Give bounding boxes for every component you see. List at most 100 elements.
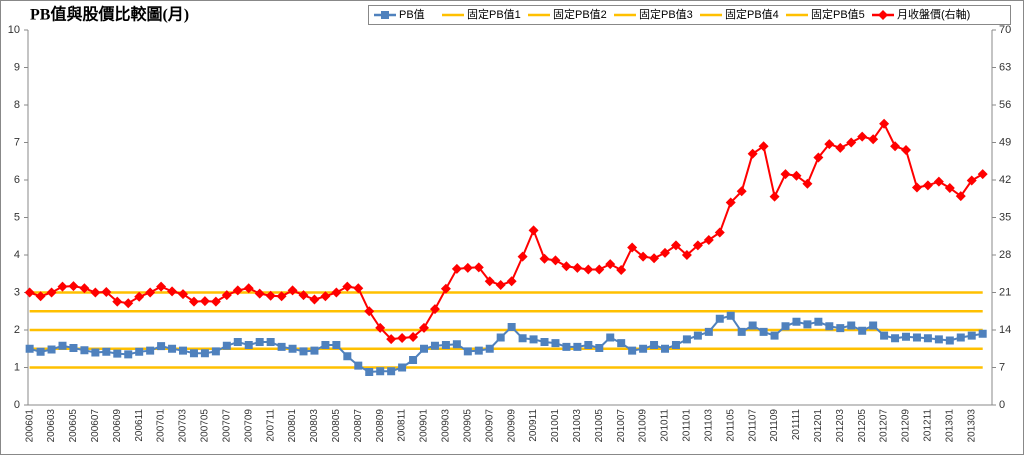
data-point bbox=[134, 291, 145, 302]
data-point bbox=[68, 281, 79, 292]
data-point bbox=[321, 341, 330, 349]
data-point bbox=[200, 349, 209, 358]
data-point bbox=[573, 342, 582, 351]
x-tick-label: 201107 bbox=[747, 409, 758, 442]
x-tick-label: 200711 bbox=[265, 409, 276, 442]
y2-tick-label: 7 bbox=[999, 361, 1005, 373]
y-tick-label: 2 bbox=[14, 324, 20, 336]
data-point bbox=[868, 134, 879, 145]
data-point bbox=[922, 180, 933, 191]
data-point bbox=[145, 287, 156, 298]
x-tick-label: 200607 bbox=[90, 409, 101, 443]
data-point bbox=[977, 169, 988, 180]
y2-tick-label: 70 bbox=[999, 24, 1011, 36]
data-point bbox=[331, 287, 342, 298]
data-point bbox=[725, 197, 736, 208]
data-point bbox=[265, 290, 276, 301]
data-point bbox=[869, 321, 878, 330]
y-tick-label: 4 bbox=[14, 249, 20, 261]
data-point bbox=[244, 341, 253, 349]
x-tick-label: 201111 bbox=[791, 409, 802, 441]
data-point bbox=[835, 142, 846, 153]
data-point bbox=[628, 346, 637, 355]
x-tick-label: 201005 bbox=[594, 409, 605, 443]
data-point bbox=[506, 276, 517, 287]
data-point bbox=[562, 342, 571, 351]
data-point bbox=[276, 291, 287, 302]
data-point bbox=[441, 341, 450, 349]
data-point bbox=[35, 291, 46, 302]
series-line bbox=[29, 314, 983, 374]
data-point bbox=[310, 346, 319, 355]
data-point bbox=[639, 344, 648, 353]
data-point bbox=[758, 141, 769, 152]
data-point bbox=[277, 342, 286, 351]
legend-label: PB值 bbox=[399, 8, 425, 21]
data-point bbox=[288, 344, 297, 353]
data-point bbox=[484, 276, 495, 287]
x-tick-label: 200603 bbox=[46, 409, 57, 443]
data-point bbox=[649, 253, 660, 264]
data-point bbox=[79, 283, 90, 294]
data-point bbox=[168, 344, 177, 353]
legend-marker bbox=[878, 10, 888, 20]
data-point bbox=[736, 186, 747, 197]
x-tick-label: 201207 bbox=[879, 409, 890, 443]
data-point bbox=[945, 336, 954, 345]
data-point bbox=[474, 346, 483, 355]
data-point bbox=[387, 367, 396, 376]
data-point bbox=[101, 286, 112, 297]
x-tick-label: 200701 bbox=[156, 409, 167, 443]
data-point bbox=[792, 317, 801, 326]
data-point bbox=[595, 344, 604, 352]
data-point bbox=[956, 333, 965, 342]
data-point bbox=[24, 287, 35, 298]
data-point bbox=[594, 264, 605, 275]
data-point bbox=[616, 265, 627, 275]
y2-tick-label: 63 bbox=[999, 61, 1011, 73]
data-point bbox=[671, 341, 680, 349]
x-tick-label: 200807 bbox=[353, 409, 364, 443]
data-point bbox=[791, 170, 802, 181]
data-point bbox=[726, 311, 735, 320]
data-point bbox=[135, 347, 144, 356]
x-tick-label: 200909 bbox=[506, 409, 517, 443]
data-point bbox=[46, 287, 57, 298]
x-tick-label: 200601 bbox=[24, 409, 35, 443]
data-point bbox=[397, 333, 408, 344]
data-point bbox=[681, 250, 692, 260]
data-point bbox=[47, 345, 56, 354]
data-point bbox=[124, 350, 133, 359]
x-tick-label: 200805 bbox=[331, 409, 342, 443]
data-point bbox=[113, 349, 122, 358]
data-point bbox=[966, 175, 977, 186]
data-point bbox=[606, 333, 615, 342]
x-tick-label: 200703 bbox=[178, 409, 189, 443]
y2-tick-label: 49 bbox=[999, 136, 1011, 148]
data-point bbox=[583, 264, 594, 275]
data-point bbox=[923, 334, 932, 343]
y2-tick-label: 14 bbox=[999, 324, 1011, 336]
data-point bbox=[343, 352, 352, 361]
data-point bbox=[517, 251, 528, 262]
data-point bbox=[605, 259, 616, 270]
x-tick-label: 200605 bbox=[68, 409, 79, 443]
y-tick-label: 5 bbox=[14, 211, 20, 223]
data-point bbox=[287, 285, 298, 296]
data-point bbox=[902, 332, 911, 341]
data-point bbox=[561, 261, 572, 272]
data-point bbox=[353, 283, 364, 294]
data-point bbox=[429, 304, 440, 315]
data-point bbox=[846, 137, 857, 148]
data-point bbox=[836, 324, 845, 333]
x-tick-label: 201205 bbox=[857, 409, 868, 443]
legend-label: 月收盤價(右軸) bbox=[897, 7, 970, 21]
data-point bbox=[408, 331, 419, 342]
data-point bbox=[91, 348, 100, 357]
data-point bbox=[617, 339, 626, 348]
data-point bbox=[398, 363, 407, 372]
data-point bbox=[495, 280, 506, 290]
data-point bbox=[354, 361, 363, 370]
